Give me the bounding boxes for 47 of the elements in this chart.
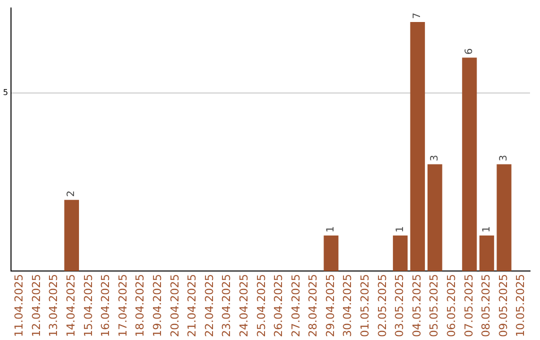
data-label: 3 (498, 154, 510, 162)
bar (496, 164, 512, 272)
data-label: 7 (412, 12, 424, 20)
y-tick-label: 5 (2, 88, 8, 98)
data-label: 6 (464, 48, 476, 55)
x-tick-label: 01.05.2025 (358, 274, 372, 338)
data-label: 1 (394, 226, 406, 232)
x-tick-label: 20.04.2025 (168, 274, 182, 338)
x-tick-label: 19.04.2025 (150, 274, 164, 338)
x-tick-label: 05.05.2025 (428, 274, 441, 338)
x-tick-label: 02.05.2025 (376, 274, 389, 338)
x-tick-label: 13.04.2025 (47, 274, 60, 338)
x-tick-label: 23.04.2025 (220, 274, 234, 338)
x-tick-label: 25.04.2025 (254, 274, 268, 338)
x-tick-label: 28.04.2025 (306, 274, 320, 338)
data-label: 1 (481, 226, 492, 232)
x-tick-label: 11.04.2025 (12, 274, 26, 338)
data-label: 1 (326, 226, 337, 232)
bar (428, 164, 442, 272)
x-tick-label: 10.05.2025 (514, 274, 528, 338)
x-tick-label: 09.05.2025 (496, 274, 510, 338)
bar (410, 22, 425, 272)
bar (324, 235, 338, 272)
bar (462, 58, 477, 272)
x-tick-label: 07.05.2025 (462, 274, 476, 338)
bar (479, 235, 494, 272)
x-tick-label: 08.05.2025 (480, 274, 493, 338)
x-tick-label: 16.04.2025 (99, 274, 112, 338)
x-tick-label: 22.04.2025 (202, 274, 216, 338)
bar (64, 200, 79, 272)
x-tick-label: 17.04.2025 (116, 274, 130, 338)
x-tick-label: 29.04.2025 (324, 274, 337, 338)
x-tick-label: 27.04.2025 (289, 274, 302, 338)
data-label: 2 (66, 190, 78, 197)
x-tick-label: 26.04.2025 (272, 274, 286, 338)
x-tick-label: 06.05.2025 (445, 274, 458, 338)
x-tick-label: 04.05.2025 (410, 274, 424, 338)
x-tick-label: 14.04.2025 (64, 274, 78, 338)
x-tick-label: 12.04.2025 (30, 274, 43, 338)
data-label: 3 (429, 154, 440, 162)
x-tick-label: 21.04.2025 (186, 274, 199, 338)
x-tick-label: 03.05.2025 (393, 274, 406, 338)
x-tick-label: 15.04.2025 (82, 274, 95, 338)
x-tick-label: 24.04.2025 (237, 274, 250, 338)
bar (392, 235, 408, 272)
x-tick-label: 18.04.2025 (134, 274, 147, 338)
x-tick-label: 30.04.2025 (341, 274, 354, 338)
